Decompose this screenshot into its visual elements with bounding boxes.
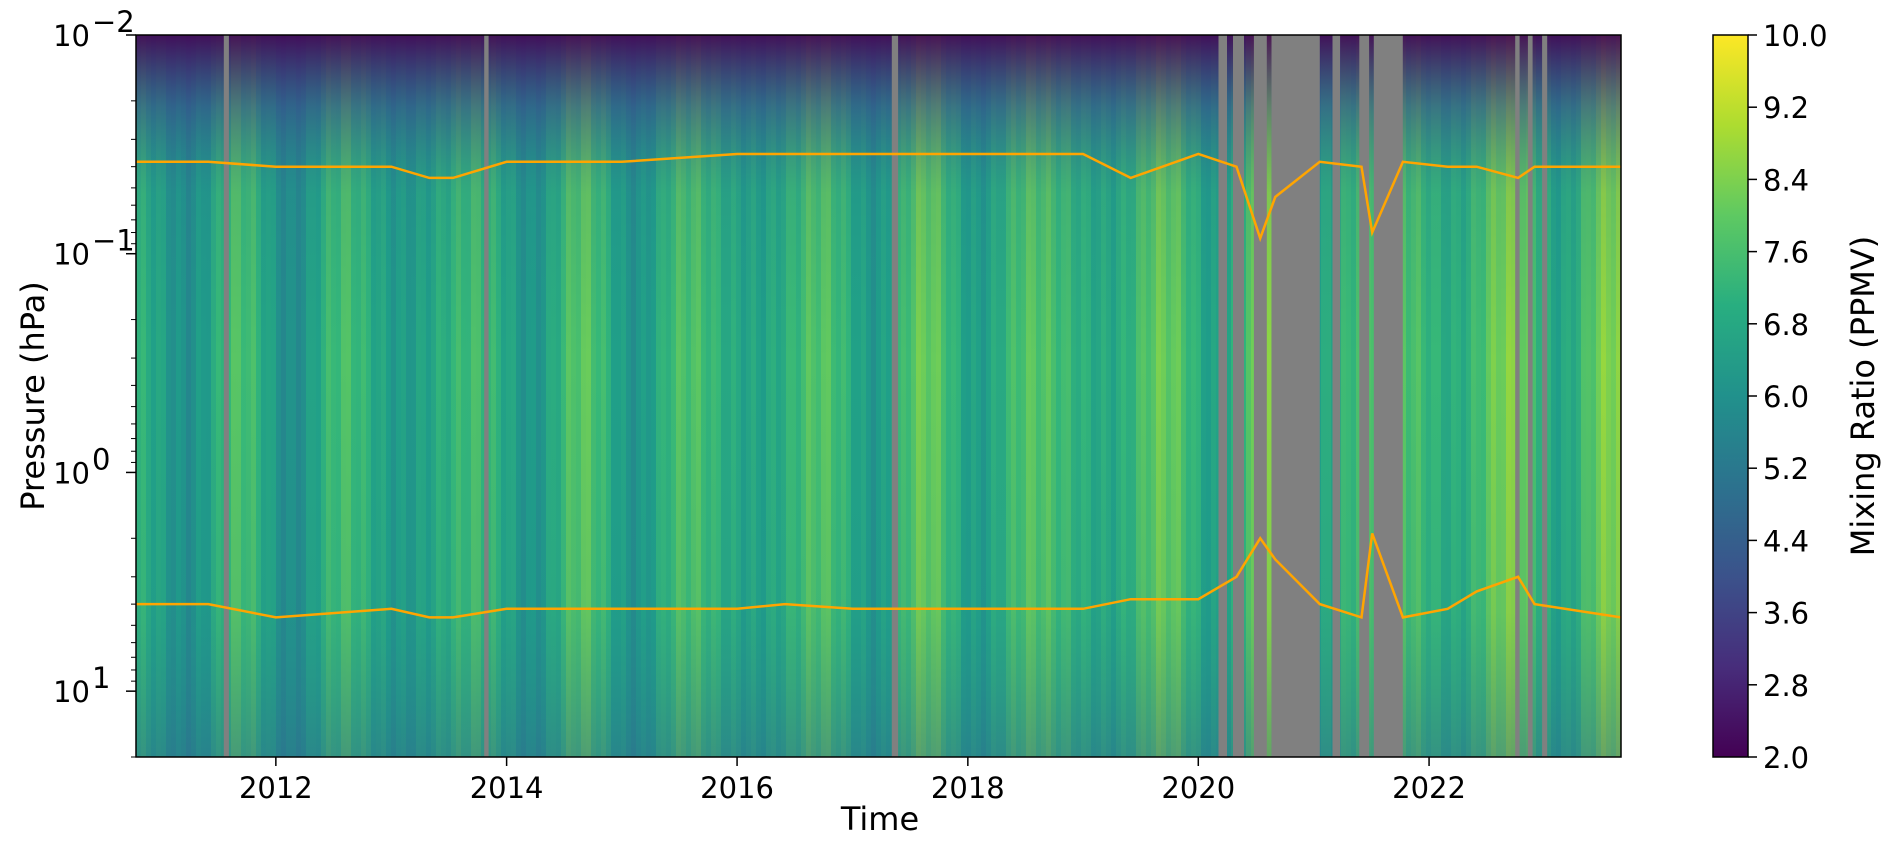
colorbar-title: Mixing Ratio (PPMV) — [1844, 236, 1882, 556]
x-tick-label: 2012 — [239, 771, 313, 805]
colorbar-tick-label: 6.8 — [1763, 308, 1809, 342]
missing-data-band — [1373, 35, 1403, 757]
missing-data-band — [1253, 35, 1267, 757]
missing-data-band — [484, 35, 489, 757]
y-axis-title: Pressure (hPa) — [14, 281, 52, 511]
colorbar-tick-label: 6.0 — [1763, 380, 1809, 414]
y-tick-exponent: 1 — [92, 661, 110, 695]
colorbar-tick-label: 2.8 — [1763, 669, 1809, 703]
missing-data-band — [1515, 35, 1520, 757]
x-tick-label: 2022 — [1392, 771, 1466, 805]
colorbar-tick-label: 3.6 — [1763, 597, 1809, 631]
colorbar-tick-label: 4.4 — [1763, 524, 1809, 558]
colorbar-tick-label: 8.4 — [1763, 163, 1809, 197]
colorbar-tick-label: 10.0 — [1763, 19, 1828, 53]
x-axis-title: Time — [840, 800, 919, 838]
y-tick-exponent: 0 — [92, 442, 110, 476]
colorbar-tick-label: 7.6 — [1763, 236, 1809, 270]
missing-data-band — [1271, 35, 1320, 757]
missing-data-bands — [223, 35, 1548, 757]
y-tick-label: 10 — [53, 675, 90, 709]
x-tick-label: 2020 — [1161, 771, 1235, 805]
colorbar — [1712, 34, 1749, 758]
x-tick-label: 2014 — [470, 771, 544, 805]
y-tick-exponent: −2 — [92, 5, 135, 39]
y-tick-label: 10 — [53, 238, 90, 272]
plot-frame — [135, 34, 1622, 758]
missing-data-band — [1542, 35, 1548, 757]
x-tick-label: 2018 — [931, 771, 1005, 805]
colorbar-ticks: 2.0 2.8 3.6 4.4 5.2 6.0 6.8 7.6 8.4 9.2 10.0 — [1748, 19, 1828, 775]
upper-boundary-line — [136, 152, 1621, 243]
y-tick-exponent: −1 — [92, 224, 135, 258]
missing-data-band — [1233, 35, 1244, 757]
missing-data-band — [1218, 35, 1227, 757]
missing-data-band — [1359, 35, 1370, 757]
x-tick-label: 2016 — [700, 771, 774, 805]
lower-boundary-line — [136, 532, 1621, 620]
y-tick-label: 10 — [53, 456, 90, 490]
colorbar-tick-label: 9.2 — [1763, 91, 1809, 125]
missing-data-band — [1527, 35, 1533, 757]
y-tick-label: 10 — [53, 19, 90, 53]
heatmap-vertical-shading — [136, 35, 1621, 757]
missing-data-band — [1332, 35, 1341, 757]
colorbar-tick-label: 2.0 — [1763, 741, 1809, 775]
missing-data-band — [223, 35, 229, 757]
x-axis: 2012 2014 2016 2018 2020 2022 — [239, 757, 1466, 805]
missing-data-band — [891, 35, 899, 757]
colorbar-tick-label: 5.2 — [1763, 452, 1809, 486]
